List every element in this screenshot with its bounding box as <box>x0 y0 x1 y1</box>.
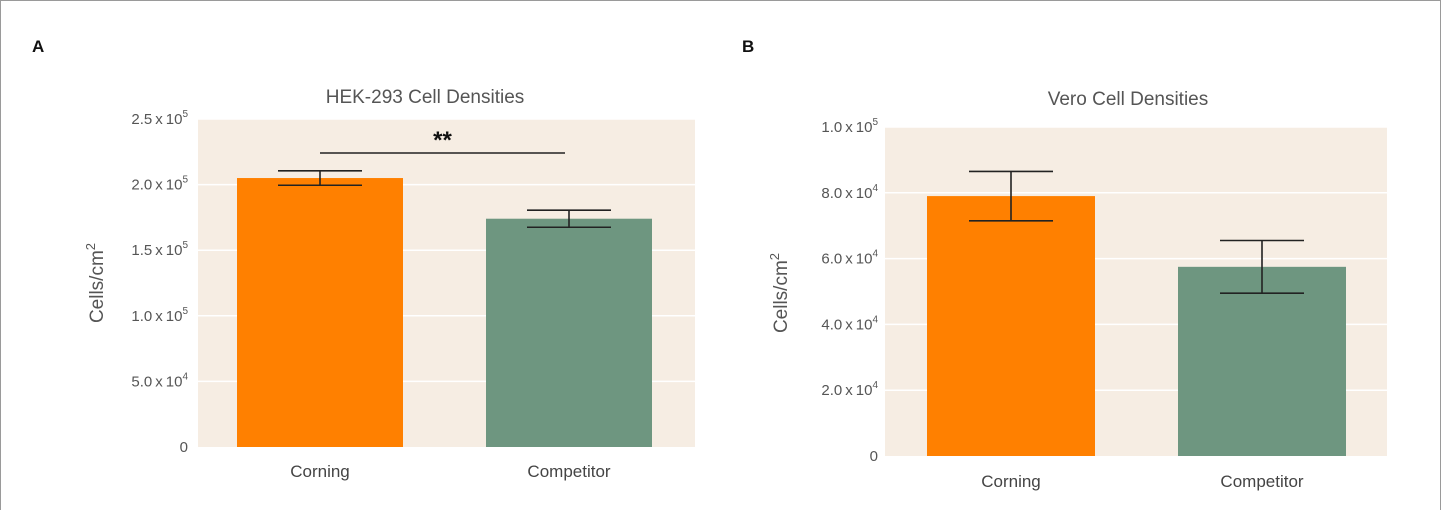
panel-letter: B <box>742 37 754 56</box>
error-bar-competitor <box>527 209 611 229</box>
y-tick-label: 1.0 x 105 <box>131 306 188 325</box>
y-tick-label: 8.0 x 104 <box>821 183 878 202</box>
y-axis-label: Cells/cm2 <box>83 243 108 323</box>
bar-corning <box>927 196 1095 456</box>
y-axis-label: Cells/cm2 <box>767 253 792 333</box>
bar-corning <box>237 178 403 448</box>
x-tick-label: Corning <box>290 462 350 481</box>
x-tick-label: Corning <box>981 472 1041 491</box>
y-tick-label: 2.0 x 104 <box>821 380 878 399</box>
panel-letter: A <box>32 37 44 56</box>
x-tick-label: Competitor <box>1220 472 1303 491</box>
y-tick-label: 1.0 x 105 <box>821 117 878 136</box>
y-tick-label: 0 <box>180 439 188 456</box>
y-tick-label: 2.0 x 105 <box>131 175 188 194</box>
y-tick-label: 4.0 x 104 <box>821 314 878 333</box>
chart-title: Vero Cell Densities <box>1048 89 1209 110</box>
bar-competitor <box>486 218 652 447</box>
bar-competitor <box>1178 266 1346 456</box>
y-tick-label: 6.0 x 104 <box>821 249 878 268</box>
y-tick-label: 5.0 x 104 <box>131 371 188 390</box>
significance-marker: ** <box>433 127 452 154</box>
x-tick-label: Competitor <box>527 462 610 481</box>
y-tick-label: 1.5 x 105 <box>131 240 188 259</box>
chart-title: HEK-293 Cell Densities <box>326 87 525 108</box>
error-bar-corning <box>969 170 1053 222</box>
error-bar-corning <box>278 170 362 187</box>
y-tick-label: 2.5 x 105 <box>131 109 188 128</box>
error-bar-competitor <box>1220 239 1304 294</box>
chart-panel-b: B 0 2.0 x 104 4.0 x 104 6.0 x 104 8.0 x 104 1.… <box>742 37 1387 491</box>
y-tick-label: 0 <box>870 448 878 465</box>
chart-panel-a: A 0 5.0 x 104 1.0 x 105 1.5 x 105 2.0 x 105 2.… <box>32 37 695 481</box>
